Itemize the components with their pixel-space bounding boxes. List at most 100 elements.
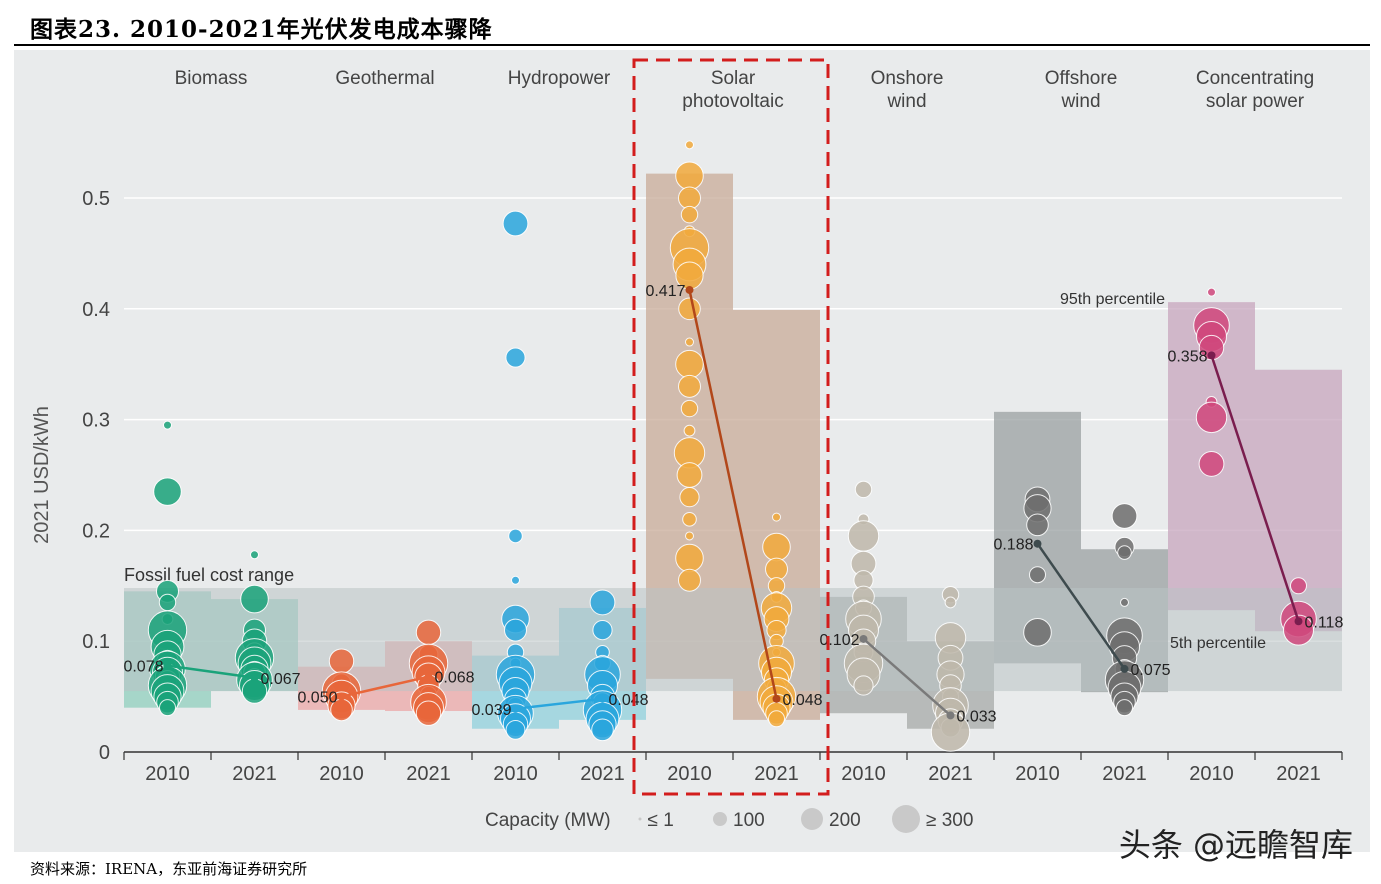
value-label-2021: 0.048: [783, 692, 823, 709]
trend-line: [688, 289, 778, 700]
project-point: [1283, 614, 1314, 646]
project-point: [944, 596, 957, 609]
weighted-average-2021: [250, 673, 259, 682]
watermark: 头条 @远瞻智库: [1118, 826, 1353, 864]
capacity-legend-marker: [892, 805, 920, 833]
technology-header: photovoltaic: [682, 91, 783, 112]
project-point: [589, 589, 616, 616]
technology-header: Offshore: [1045, 68, 1118, 89]
percentile-95-label: 95th percentile: [1060, 291, 1165, 308]
project-point: [1116, 699, 1133, 717]
figure-title: 图表23. 2010-2021年光伏发电成本骤降: [30, 16, 493, 43]
project-point: [502, 210, 529, 237]
weighted-average-2010: [859, 634, 868, 643]
capacity-legend-marker: [801, 808, 823, 830]
project-point: [678, 186, 701, 210]
value-label-2010: 0.417: [645, 283, 685, 300]
value-label-2010: 0.050: [297, 690, 337, 707]
x-tick-label: 2010: [1189, 763, 1234, 785]
capacity-legend-item: 100: [733, 810, 765, 831]
fossil-fuel-label: Fossil fuel cost range: [124, 565, 294, 585]
project-point: [676, 462, 703, 488]
project-point: [163, 420, 172, 430]
technology-header: Onshore: [871, 68, 944, 89]
weighted-average-2010: [337, 692, 346, 701]
source-note: 资料来源：IRENA，东亚前海证券研究所: [30, 860, 308, 878]
project-point: [679, 487, 700, 508]
project-point: [1195, 401, 1228, 434]
project-point: [675, 543, 704, 573]
project-point: [504, 618, 527, 642]
x-tick-label: 2021: [754, 763, 799, 785]
project-point: [853, 675, 874, 696]
percentile-5-label: 5th percentile: [1170, 635, 1266, 652]
technology-header: Hydropower: [508, 68, 611, 89]
value-label-2010: 0.102: [819, 632, 859, 649]
title-rule: [14, 44, 1370, 46]
weighted-average-2021: [1120, 664, 1129, 673]
project-point: [685, 531, 694, 541]
project-point: [685, 337, 694, 347]
capacity-legend-marker: [713, 812, 727, 826]
capacity-legend-marker: [638, 817, 642, 821]
trend-line: [1210, 354, 1300, 622]
value-label-2021: 0.033: [957, 708, 997, 725]
x-tick-label: 2021: [232, 763, 277, 785]
project-point: [1198, 334, 1225, 361]
weighted-average-2021: [946, 711, 955, 720]
project-point: [678, 297, 701, 321]
project-point: [240, 584, 269, 614]
project-point: [762, 532, 791, 562]
project-point: [765, 557, 788, 581]
project-point: [1120, 597, 1129, 607]
trend-line: [1036, 542, 1126, 670]
project-point: [680, 399, 699, 418]
project-point: [847, 520, 880, 552]
project-point: [592, 620, 613, 641]
capacity-legend-item: ≥ 300: [926, 810, 973, 831]
value-label-2010: 0.188: [993, 537, 1033, 554]
project-point: [678, 568, 701, 592]
project-point: [328, 648, 355, 674]
x-tick-label: 2021: [1102, 763, 1147, 785]
x-tick-label: 2021: [406, 763, 451, 785]
technology-header: Geothermal: [335, 68, 434, 89]
project-point: [675, 349, 704, 379]
x-tick-label: 2010: [145, 763, 190, 785]
x-tick-label: 2010: [319, 763, 364, 785]
capacity-legend-item: 200: [829, 810, 861, 831]
y-tick-label: 0.5: [82, 188, 110, 210]
y-tick-label: 0: [99, 742, 110, 764]
trend-line: [862, 638, 952, 717]
x-tick-label: 2010: [667, 763, 712, 785]
project-point: [1023, 618, 1052, 647]
weighted-average-2010: [685, 285, 694, 294]
solar-highlight-box: [632, 58, 830, 796]
capacity-legend-label: Capacity (MW): [485, 810, 611, 831]
project-point: [153, 477, 182, 506]
y-tick-label: 0.2: [82, 520, 110, 542]
trend-line: [341, 675, 429, 698]
value-label-2010: 0.358: [1167, 348, 1207, 365]
project-point: [159, 699, 176, 717]
y-tick-label: 0.3: [82, 410, 110, 432]
x-tick-label: 2021: [1276, 763, 1321, 785]
y-tick-label: 0.1: [82, 631, 110, 653]
project-point: [1026, 513, 1049, 537]
value-label-2021: 0.048: [609, 692, 649, 709]
project-point: [511, 575, 520, 585]
weighted-average-2010: [511, 704, 520, 713]
y-tick-label: 0.4: [82, 299, 110, 321]
x-tick-label: 2010: [1015, 763, 1060, 785]
weighted-average-2021: [424, 672, 433, 681]
project-point: [415, 619, 442, 646]
x-tick-label: 2021: [580, 763, 625, 785]
project-point: [505, 719, 526, 740]
project-point: [1111, 503, 1138, 529]
value-label-2021: 0.067: [261, 671, 301, 688]
technology-header: wind: [1060, 91, 1100, 112]
project-point: [415, 700, 442, 726]
weighted-average-2021: [772, 694, 781, 703]
value-label-2021: 0.068: [435, 670, 475, 687]
